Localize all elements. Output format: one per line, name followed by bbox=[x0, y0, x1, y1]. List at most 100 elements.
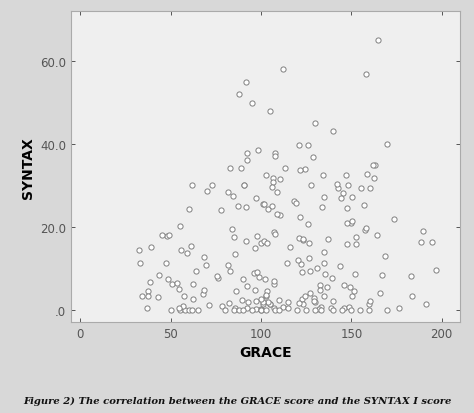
Point bbox=[391, 216, 398, 223]
Point bbox=[295, 257, 302, 264]
Point bbox=[251, 245, 258, 252]
Point bbox=[317, 287, 324, 293]
Point bbox=[270, 278, 278, 284]
Point bbox=[168, 280, 175, 287]
Point bbox=[365, 306, 373, 313]
Point bbox=[353, 234, 360, 240]
Point bbox=[269, 179, 277, 186]
Point bbox=[226, 268, 233, 275]
Point bbox=[264, 288, 271, 295]
Point bbox=[311, 306, 319, 313]
Point bbox=[266, 108, 274, 115]
Point bbox=[338, 306, 346, 313]
Point bbox=[304, 221, 311, 228]
Point bbox=[320, 194, 328, 201]
Point bbox=[209, 183, 216, 189]
Point bbox=[329, 298, 337, 305]
Point bbox=[301, 293, 309, 300]
Point bbox=[245, 299, 252, 305]
Point bbox=[214, 275, 222, 282]
Point bbox=[373, 232, 381, 239]
Point bbox=[319, 204, 326, 211]
Point bbox=[310, 295, 317, 301]
Point bbox=[270, 176, 277, 182]
Point bbox=[305, 240, 312, 247]
Point bbox=[382, 253, 389, 260]
Point bbox=[243, 204, 250, 211]
Point bbox=[177, 247, 185, 254]
Point bbox=[409, 293, 416, 299]
Point bbox=[317, 306, 324, 313]
X-axis label: GRACE: GRACE bbox=[239, 346, 292, 359]
Point bbox=[136, 260, 144, 267]
Point bbox=[185, 306, 192, 313]
Point bbox=[327, 304, 335, 311]
Point bbox=[232, 251, 239, 258]
Point bbox=[307, 268, 314, 274]
Point bbox=[324, 236, 332, 242]
Point bbox=[226, 300, 233, 306]
Point bbox=[419, 228, 427, 235]
Point bbox=[273, 189, 281, 196]
Point bbox=[188, 244, 195, 250]
Point bbox=[365, 301, 373, 307]
Point bbox=[219, 304, 226, 310]
Point bbox=[202, 262, 210, 269]
Point bbox=[144, 304, 151, 311]
Point bbox=[189, 296, 196, 302]
Point bbox=[340, 282, 348, 289]
Point bbox=[376, 290, 383, 297]
Point bbox=[340, 190, 347, 197]
Point bbox=[250, 270, 258, 276]
Point bbox=[418, 240, 425, 246]
Point bbox=[286, 244, 293, 251]
Point bbox=[218, 207, 225, 214]
Point bbox=[333, 181, 340, 188]
Point bbox=[175, 286, 182, 293]
Point bbox=[264, 206, 272, 212]
Point bbox=[284, 299, 292, 305]
Point bbox=[328, 275, 336, 281]
Point bbox=[266, 301, 273, 307]
Point bbox=[194, 306, 201, 313]
Point bbox=[298, 269, 305, 275]
Point bbox=[232, 305, 239, 312]
Point bbox=[347, 220, 355, 227]
Point bbox=[320, 260, 328, 267]
Point bbox=[155, 294, 162, 301]
Point bbox=[356, 306, 364, 313]
Point bbox=[179, 303, 187, 310]
Point bbox=[230, 306, 237, 313]
Point bbox=[299, 296, 306, 303]
Point bbox=[304, 142, 311, 149]
Point bbox=[183, 250, 191, 256]
Point bbox=[257, 296, 264, 302]
Point bbox=[165, 232, 173, 238]
Point bbox=[300, 237, 307, 244]
Point bbox=[240, 183, 248, 189]
Point bbox=[238, 297, 246, 304]
Point bbox=[155, 272, 163, 279]
Point bbox=[268, 203, 275, 209]
Point bbox=[379, 273, 386, 279]
Point bbox=[264, 240, 271, 247]
Point bbox=[138, 293, 146, 300]
Point bbox=[244, 150, 251, 157]
Point bbox=[259, 299, 267, 306]
Point bbox=[173, 280, 181, 286]
Point bbox=[317, 304, 324, 311]
Point bbox=[273, 211, 281, 218]
Point bbox=[311, 299, 319, 306]
Point bbox=[257, 241, 265, 247]
Point bbox=[301, 166, 308, 173]
Point bbox=[260, 238, 268, 245]
Point bbox=[192, 268, 200, 274]
Point bbox=[242, 238, 249, 245]
Point bbox=[432, 267, 439, 274]
Point bbox=[334, 186, 342, 192]
Text: Figure 2) The correlation between the GRACE score and the SYNTAX I score: Figure 2) The correlation between the GR… bbox=[23, 396, 451, 405]
Point bbox=[350, 288, 358, 294]
Point bbox=[313, 265, 321, 271]
Point bbox=[315, 306, 322, 313]
Point bbox=[243, 305, 251, 311]
